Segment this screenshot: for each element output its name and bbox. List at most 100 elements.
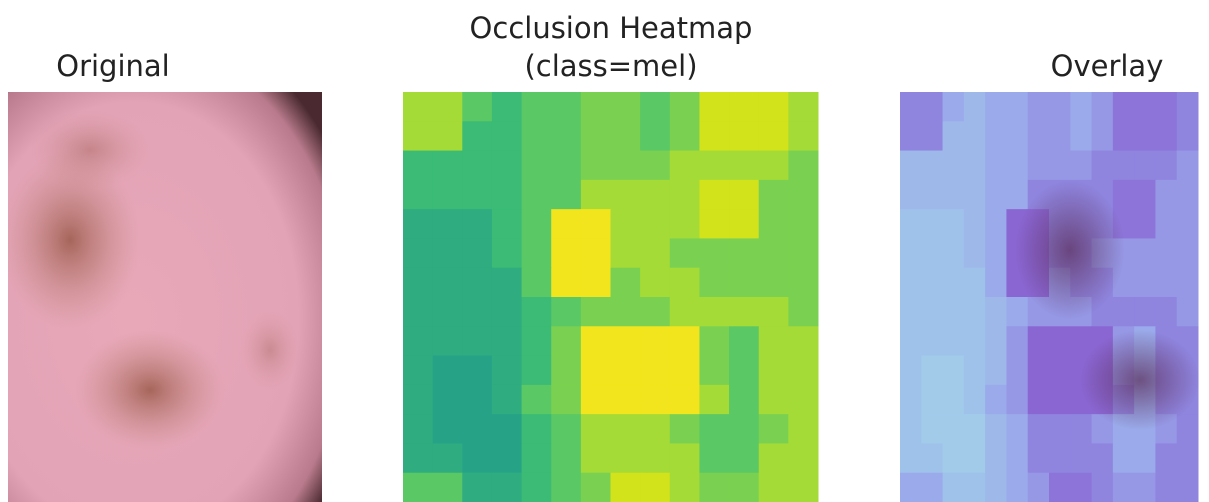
overlay-cell xyxy=(964,209,986,239)
heat-cell xyxy=(788,443,818,473)
overlay-cell xyxy=(1028,473,1050,502)
heat-cell xyxy=(640,297,670,327)
heat-cell xyxy=(522,268,552,298)
heat-cell xyxy=(729,443,759,473)
overlay-cell xyxy=(964,180,986,210)
heat-cell xyxy=(699,297,729,327)
overlay-cell xyxy=(1155,92,1177,122)
heat-cell xyxy=(581,180,611,210)
occlusion-heatmap xyxy=(403,92,819,502)
overlay-cell xyxy=(921,326,943,356)
heat-cell xyxy=(581,443,611,473)
heat-cell xyxy=(670,443,700,473)
heat-cell xyxy=(729,209,759,239)
overlay-cell xyxy=(1155,443,1177,473)
overlay-cell xyxy=(1006,356,1028,386)
heat-cell xyxy=(522,356,552,386)
overlay-cell xyxy=(1155,297,1177,327)
heat-cell xyxy=(759,297,789,327)
heat-cell xyxy=(611,151,641,181)
heat-cell xyxy=(492,209,522,239)
heat-cell xyxy=(581,385,611,415)
overlay-cell xyxy=(1049,473,1071,502)
overlay-cell xyxy=(900,121,922,151)
heat-cell xyxy=(551,385,581,415)
heat-cell xyxy=(403,151,433,181)
overlay-cell xyxy=(1028,92,1050,122)
heat-cell xyxy=(551,180,581,210)
heat-cell xyxy=(788,180,818,210)
heat-cell xyxy=(729,385,759,415)
heat-cell xyxy=(699,473,729,502)
overlay-cell xyxy=(985,92,1007,122)
overlay-cell xyxy=(943,297,965,327)
overlay-cell xyxy=(1113,180,1135,210)
heat-cell xyxy=(403,209,433,239)
overlay-cell xyxy=(1006,473,1028,502)
overlay-cell xyxy=(1006,414,1028,444)
overlay-cell xyxy=(1028,326,1050,356)
panel-title: Occlusion Heatmap xyxy=(470,11,753,45)
overlay-cell xyxy=(1113,121,1135,151)
heat-cell xyxy=(462,209,492,239)
overlay-cell xyxy=(900,385,922,415)
heat-cell xyxy=(640,268,670,298)
heat-cell xyxy=(611,473,641,502)
heat-cell xyxy=(640,121,670,151)
heat-cell xyxy=(640,151,670,181)
heat-cell xyxy=(403,473,433,502)
heat-cell xyxy=(403,92,433,122)
heat-cell xyxy=(670,297,700,327)
heat-cell xyxy=(551,151,581,181)
overlay-cell xyxy=(1177,238,1199,268)
figure: Original Occlusion Heatmap (class=mel) Over… xyxy=(0,0,1209,502)
heat-cell xyxy=(462,473,492,502)
panel-title: (class=mel) xyxy=(524,49,697,83)
panel-title: Original xyxy=(56,49,169,83)
overlay-cell xyxy=(985,238,1007,268)
overlay-cell xyxy=(921,180,943,210)
overlay-cell xyxy=(900,473,922,502)
heat-cell xyxy=(462,356,492,386)
overlay-cell xyxy=(921,268,943,298)
overlay-cell xyxy=(1070,414,1092,444)
heat-cell xyxy=(640,238,670,268)
heat-cell xyxy=(403,297,433,327)
heat-cell xyxy=(403,443,433,473)
heat-cell xyxy=(492,92,522,122)
overlay-cell xyxy=(921,209,943,239)
overlay-cell xyxy=(1092,121,1114,151)
heat-cell xyxy=(640,473,670,502)
heat-cell xyxy=(522,297,552,327)
heat-cell xyxy=(788,297,818,327)
heat-cell xyxy=(551,121,581,151)
heat-cell xyxy=(522,92,552,122)
heat-cell xyxy=(492,473,522,502)
heat-cell xyxy=(611,326,641,356)
heat-cell xyxy=(759,356,789,386)
panel-title: Overlay xyxy=(1051,49,1164,83)
heat-cell xyxy=(433,297,463,327)
heat-cell xyxy=(759,209,789,239)
overlay-cell xyxy=(1070,151,1092,181)
heat-cell xyxy=(729,238,759,268)
heat-cell xyxy=(581,473,611,502)
overlay-cell xyxy=(1006,180,1028,210)
overlay-cell xyxy=(1113,443,1135,473)
heat-cell xyxy=(729,414,759,444)
heat-cell xyxy=(729,326,759,356)
heat-cell xyxy=(788,209,818,239)
heat-cell xyxy=(699,180,729,210)
overlay-cell xyxy=(921,121,943,151)
heat-cell xyxy=(670,385,700,415)
heat-cell xyxy=(759,268,789,298)
heat-cell xyxy=(522,473,552,502)
overlay-cell xyxy=(1070,443,1092,473)
overlay-cell xyxy=(900,326,922,356)
overlay-cell xyxy=(1049,356,1071,386)
heat-cell xyxy=(492,297,522,327)
overlay-cell xyxy=(1028,151,1050,181)
heat-cell xyxy=(522,180,552,210)
heat-cell xyxy=(581,151,611,181)
overlay-cell xyxy=(1006,151,1028,181)
